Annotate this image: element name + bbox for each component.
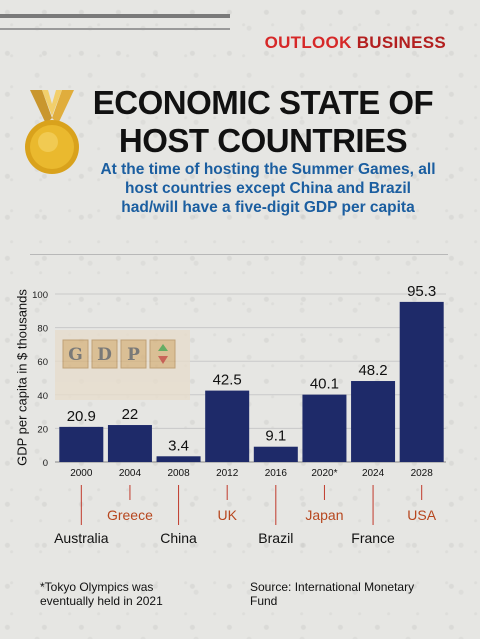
arrow-up-icon [158, 344, 168, 351]
country-label: China [160, 530, 197, 546]
bar [351, 381, 396, 462]
bar-value-label: 48.2 [358, 362, 387, 379]
bar-value-label: 22 [122, 406, 139, 423]
arrow-down-icon [158, 356, 168, 364]
brand-part2: BUSINESS [356, 33, 446, 52]
bar [253, 446, 298, 462]
brand-logo: OUTLOOK BUSINESS [265, 33, 446, 53]
page-subtitle: At the time of hosting the Summer Games,… [100, 161, 436, 216]
bar-layer [59, 301, 444, 462]
bar-value-label: 3.4 [168, 437, 189, 454]
country-label: Greece [107, 507, 153, 523]
country-label: USA [407, 507, 436, 523]
bar [107, 425, 152, 462]
bar-value-label: 42.5 [213, 372, 242, 389]
x-tick-label: 2008 [167, 468, 190, 479]
section-divider [30, 254, 448, 255]
title-line-2: HOST COUNTRIES [118, 122, 408, 159]
x-tick-label: 2024 [362, 468, 385, 479]
x-tick-label: 2028 [411, 468, 434, 479]
source-line-1: Source: International Monetary [250, 580, 415, 594]
x-tick-label: 2020* [311, 468, 337, 479]
gdp-block [62, 339, 89, 369]
gdp-block [120, 339, 147, 369]
bar [399, 301, 444, 462]
y-tick-label: 60 [37, 357, 48, 368]
bar-value-label: 40.1 [310, 376, 339, 393]
country-label: UK [217, 507, 237, 523]
label-layer: 0 20 40 60 80 100 20.9 2000 Australia 22 2004 Greec… [32, 283, 437, 546]
brand-part1: OUTLOOK [264, 33, 352, 52]
gdp-block-letter: P [127, 345, 140, 365]
country-label: Australia [54, 530, 109, 546]
gold-medal-icon [25, 90, 79, 174]
y-tick-label: 40 [37, 391, 48, 402]
bar [59, 426, 104, 462]
source-line-2: Fund [250, 594, 278, 608]
header-rule [0, 14, 230, 18]
y-tick-label: 20 [37, 424, 48, 435]
x-tick-label: 2012 [216, 468, 239, 479]
arrow-block [149, 339, 176, 369]
source-note: Source: International Monetary Fund [250, 580, 414, 608]
x-tick-label: 2016 [265, 468, 288, 479]
header-rule-thin [0, 28, 230, 30]
bar [205, 390, 250, 462]
footnote-line-2: eventually held in 2021 [40, 594, 163, 608]
bar [302, 394, 347, 462]
y-tick-label: 0 [43, 458, 48, 469]
bar [156, 456, 201, 462]
bar-value-label: 20.9 [67, 408, 96, 425]
country-label: Japan [305, 507, 343, 523]
gdp-block-letter: D [97, 345, 112, 365]
x-tick-label: 2004 [119, 468, 142, 479]
country-label: France [351, 530, 395, 546]
gdp-block [91, 339, 118, 369]
title-line-1: ECONOMIC STATE OF [92, 84, 434, 121]
page-title: ECONOMIC STATE OF HOST COUNTRIES [88, 84, 438, 160]
country-label: Brazil [258, 530, 293, 546]
y-tick-label: 80 [37, 324, 48, 335]
footnote-line-1: *Tokyo Olympics was [40, 580, 154, 594]
bar-value-label: 95.3 [407, 283, 436, 300]
gdp-block-letter: G [68, 345, 83, 365]
y-tick-label: 100 [32, 290, 48, 301]
footnote: *Tokyo Olympics was eventually held in 2… [40, 580, 163, 608]
x-tick-label: 2000 [70, 468, 93, 479]
bar-value-label: 9.1 [265, 428, 286, 445]
